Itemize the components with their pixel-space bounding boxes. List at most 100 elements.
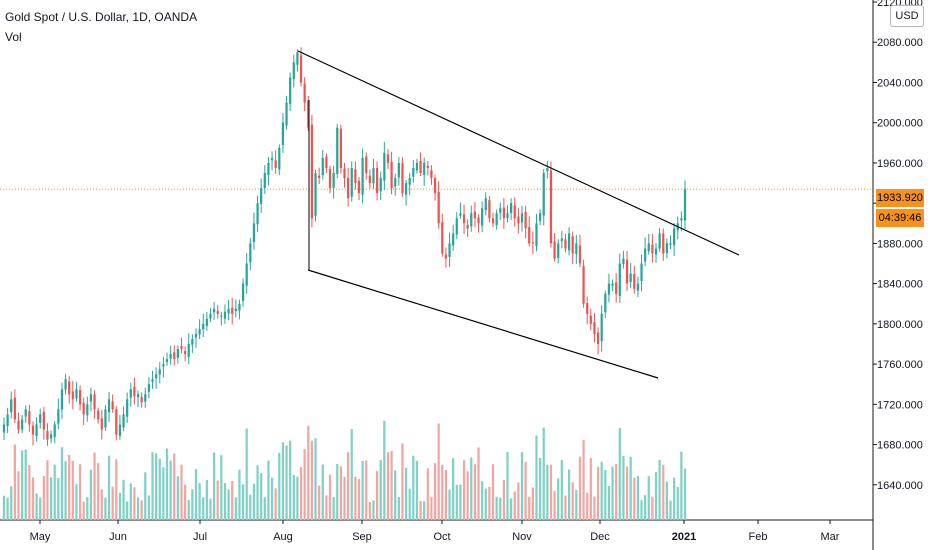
candle-body — [459, 213, 462, 216]
candle-body — [162, 364, 165, 367]
candle-body — [586, 302, 589, 314]
volume-bar — [629, 456, 632, 520]
volume-bar — [604, 470, 607, 520]
candle-body — [122, 414, 125, 428]
volume-bar — [488, 486, 491, 520]
volume-bar — [538, 458, 542, 520]
candle-body — [126, 399, 129, 417]
candle-body — [343, 168, 346, 179]
candle-body — [151, 379, 154, 382]
candle-body — [651, 244, 654, 254]
volume-bar — [75, 484, 78, 520]
volume-bar — [89, 469, 93, 520]
volume-bar — [600, 461, 603, 520]
volume-bar — [437, 423, 440, 520]
volume-bar — [104, 497, 107, 520]
volume-bar — [397, 496, 400, 520]
candle-body — [481, 208, 484, 226]
volume-bar — [412, 455, 415, 520]
candle-body — [368, 175, 371, 184]
volume-bar — [292, 474, 295, 520]
candle-body — [64, 379, 67, 390]
candle-body — [82, 402, 85, 415]
chart-title: Gold Spot / U.S. Dollar, 1D, OANDA — [5, 10, 198, 24]
volume-bar — [220, 455, 223, 520]
price-tick-label: 1880.000 — [877, 238, 923, 250]
price-tick-label: 1640.000 — [877, 480, 923, 492]
candle-body — [622, 258, 625, 265]
volume-bar — [191, 489, 194, 520]
volume-bar — [31, 477, 35, 520]
volume-bar — [375, 471, 379, 520]
volume-bar — [245, 428, 248, 520]
candle-body — [328, 169, 332, 189]
volume-bar — [669, 500, 672, 520]
candle-body — [227, 308, 230, 314]
volume-bar — [71, 460, 74, 520]
candle-body — [441, 222, 444, 254]
candle-body — [611, 283, 614, 286]
candle-body — [68, 381, 71, 395]
candle-body — [633, 274, 636, 289]
candle-body — [339, 128, 343, 168]
candle-body — [263, 172, 266, 188]
volume-bar — [582, 440, 585, 520]
candle-body — [75, 389, 78, 399]
volume-indicator-label[interactable]: Vol — [5, 30, 22, 44]
currency-button[interactable]: USD — [890, 5, 924, 27]
volume-bar — [198, 483, 201, 520]
volume-bar — [118, 492, 122, 520]
candle-body — [144, 394, 147, 402]
volume-bar — [35, 493, 38, 520]
volume-bar — [520, 452, 524, 520]
candle-body — [426, 165, 429, 168]
candle-body — [375, 167, 379, 194]
candle-body — [46, 431, 49, 440]
candle-body — [176, 349, 179, 358]
volume-bar — [611, 466, 614, 520]
volume-bar — [575, 490, 578, 520]
candle-body — [466, 225, 469, 229]
volume-bar — [680, 451, 683, 520]
candle-body — [307, 100, 310, 128]
volume-bar — [303, 449, 306, 520]
candle-body — [549, 170, 553, 244]
candle-body — [578, 245, 582, 264]
time-tick-label: Jul — [193, 531, 207, 543]
lower-trendline — [307, 269, 659, 379]
candle-body — [202, 323, 205, 330]
price-tick-label: 1800.000 — [877, 319, 923, 331]
volume-bar — [115, 459, 118, 520]
volume-bar — [636, 476, 640, 520]
volume-bar — [82, 501, 85, 520]
volume-bar — [361, 460, 364, 520]
candle-body — [647, 243, 650, 252]
volume-bar — [658, 459, 661, 520]
candle-body — [658, 233, 661, 249]
candle-body — [234, 308, 237, 312]
candle-body — [383, 152, 386, 181]
volume-bar — [654, 472, 658, 520]
volume-bar — [510, 498, 513, 520]
candle-body — [557, 243, 560, 258]
candle-body — [379, 178, 382, 192]
candle-body — [502, 207, 506, 219]
volume-bar — [415, 460, 419, 520]
volume-bar — [202, 497, 205, 520]
volume-bar — [350, 429, 353, 520]
candle-body — [419, 160, 422, 173]
volume-bar — [394, 470, 397, 520]
upper-trendline — [297, 50, 740, 256]
volume-bar — [546, 464, 549, 520]
candle-body — [332, 172, 335, 188]
candle-body — [97, 410, 100, 420]
price-tick-label: 1840.000 — [877, 279, 923, 291]
candle-body — [6, 414, 9, 426]
candle-body — [437, 191, 440, 224]
last-price-label: 1933.920 — [876, 189, 924, 207]
candle-body — [513, 205, 516, 219]
volume-bar — [49, 477, 53, 520]
candle-body — [644, 248, 647, 262]
volume-bar — [444, 469, 448, 520]
